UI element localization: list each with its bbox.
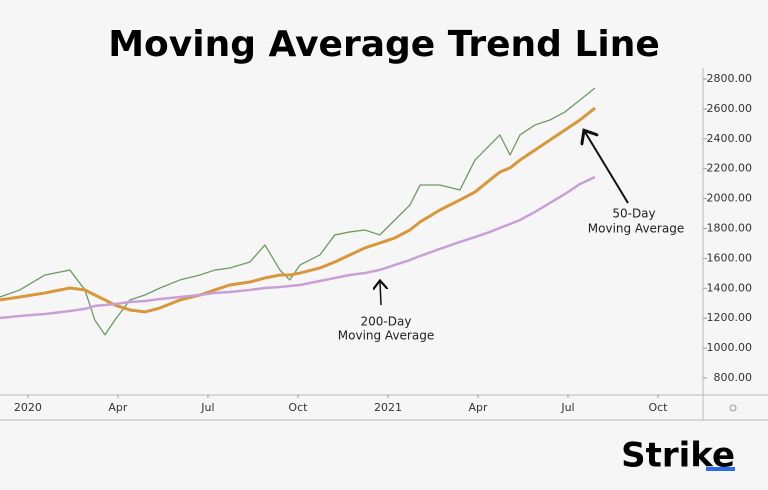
x-tick-label: Jul [560,401,574,414]
y-tick-label: 1000.00 [707,341,753,354]
arrow [585,132,629,204]
x-tick-label: Oct [648,401,668,414]
x-tick-label: Oct [288,401,308,414]
x-tick-label: Apr [468,401,488,414]
x-tick-label: 2020 [14,401,42,414]
line-series [0,87,596,336]
y-tick-label: 2200.00 [707,162,753,175]
arrow [380,282,381,306]
y-tick-label: 2800.00 [707,72,753,85]
line-series [0,175,596,320]
annotation: Moving Average [588,222,684,236]
y-tick-label: 2600.00 [707,102,753,115]
y-tick-label: 1400.00 [707,281,753,294]
y-tick-label: 1600.00 [707,251,753,264]
y-tick-label: 2400.00 [707,132,753,145]
y-tick-label: 1200.00 [707,311,753,324]
y-tick-label: 800.00 [714,371,753,384]
line-series [0,106,596,314]
annotation: Moving Average [338,329,434,343]
x-tick-label: Jul [200,401,214,414]
annotation: 200-Day [361,315,412,329]
settings-icon[interactable] [729,404,737,412]
chart-title: Moving Average Trend Line [108,24,660,65]
x-tick-label: Apr [108,401,128,414]
x-tick-label: 2021 [374,401,402,414]
annotation: 50-Day [612,207,655,221]
y-tick-label: 1800.00 [707,222,753,235]
brand-underline [706,467,735,471]
y-tick-label: 2000.00 [707,192,753,205]
